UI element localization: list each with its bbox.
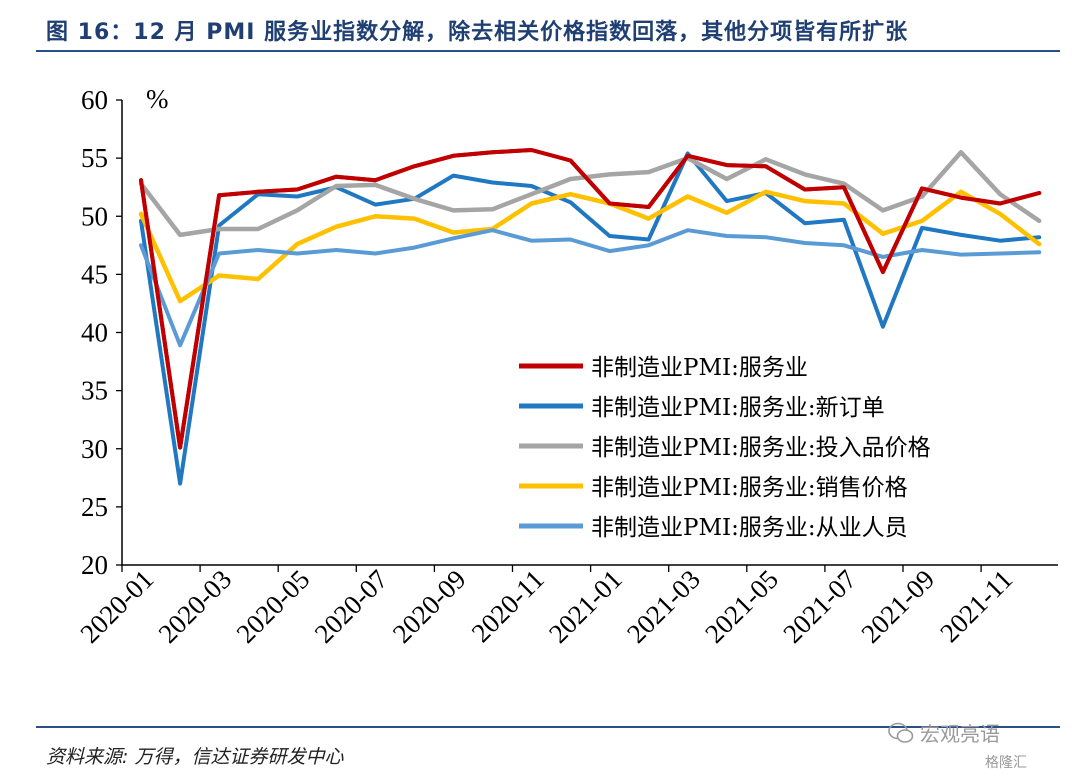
watermark-secondary: 格隆汇 xyxy=(985,755,1027,771)
y-tick-label: 60 xyxy=(81,85,108,115)
wechat-icon xyxy=(888,722,914,744)
series-line-4 xyxy=(138,189,1042,304)
legend-label-1: 非制造业PMI:服务业 xyxy=(591,355,808,381)
x-tick-label: 2020-03 xyxy=(152,564,237,649)
title-rule xyxy=(36,50,1060,52)
chart-legend: 非制造业PMI:服务业非制造业PMI:服务业:新订单非制造业PMI:服务业:投入… xyxy=(519,355,931,541)
x-tick-label: 2020-07 xyxy=(309,564,394,649)
series-line-1-overlay xyxy=(139,148,1042,450)
x-tick-label: 2021-01 xyxy=(543,564,628,649)
series-line-5 xyxy=(139,228,1042,348)
x-tick-label: 2021-05 xyxy=(699,564,784,649)
source-rule xyxy=(36,726,1060,728)
x-tick-label: 2021-07 xyxy=(777,564,862,649)
y-axis-unit: % xyxy=(146,84,169,114)
figure-title: 图 16：12 月 PMI 服务业指数分解，除去相关价格指数回落，其他分项皆有所… xyxy=(46,20,909,45)
x-tick-label: 2020-05 xyxy=(231,564,316,649)
y-tick-label: 45 xyxy=(81,259,108,289)
y-tick-label: 30 xyxy=(81,434,108,464)
watermark: 宏观亮语 xyxy=(888,718,1000,747)
source-note: 资料来源: 万得，信达证券研发中心 xyxy=(46,746,344,768)
legend-label-3: 非制造业PMI:服务业:投入品价格 xyxy=(591,435,931,461)
y-tick-label: 55 xyxy=(81,143,108,173)
y-tick-label: 20 xyxy=(81,550,108,580)
x-tick-label: 2020-09 xyxy=(387,564,472,649)
x-tick-label: 2021-09 xyxy=(855,564,940,649)
y-tick-label: 40 xyxy=(81,318,108,348)
y-tick-label: 25 xyxy=(81,492,108,522)
series-line-3 xyxy=(138,150,1042,238)
x-tick-label: 2021-03 xyxy=(621,564,706,649)
watermark-text: 宏观亮语 xyxy=(920,722,1000,746)
legend-label-4: 非制造业PMI:服务业:销售价格 xyxy=(591,475,908,501)
x-tick-label: 2020-11 xyxy=(466,564,550,648)
y-tick-label: 50 xyxy=(81,201,108,231)
x-tick-label: 2021-11 xyxy=(934,564,1018,648)
series-line-2 xyxy=(139,151,1042,486)
series-layer xyxy=(138,148,1042,486)
y-tick-label: 35 xyxy=(81,376,108,406)
legend-label-2: 非制造业PMI:服务业:新订单 xyxy=(591,395,885,421)
legend-label-5: 非制造业PMI:服务业:从业人员 xyxy=(591,515,908,541)
